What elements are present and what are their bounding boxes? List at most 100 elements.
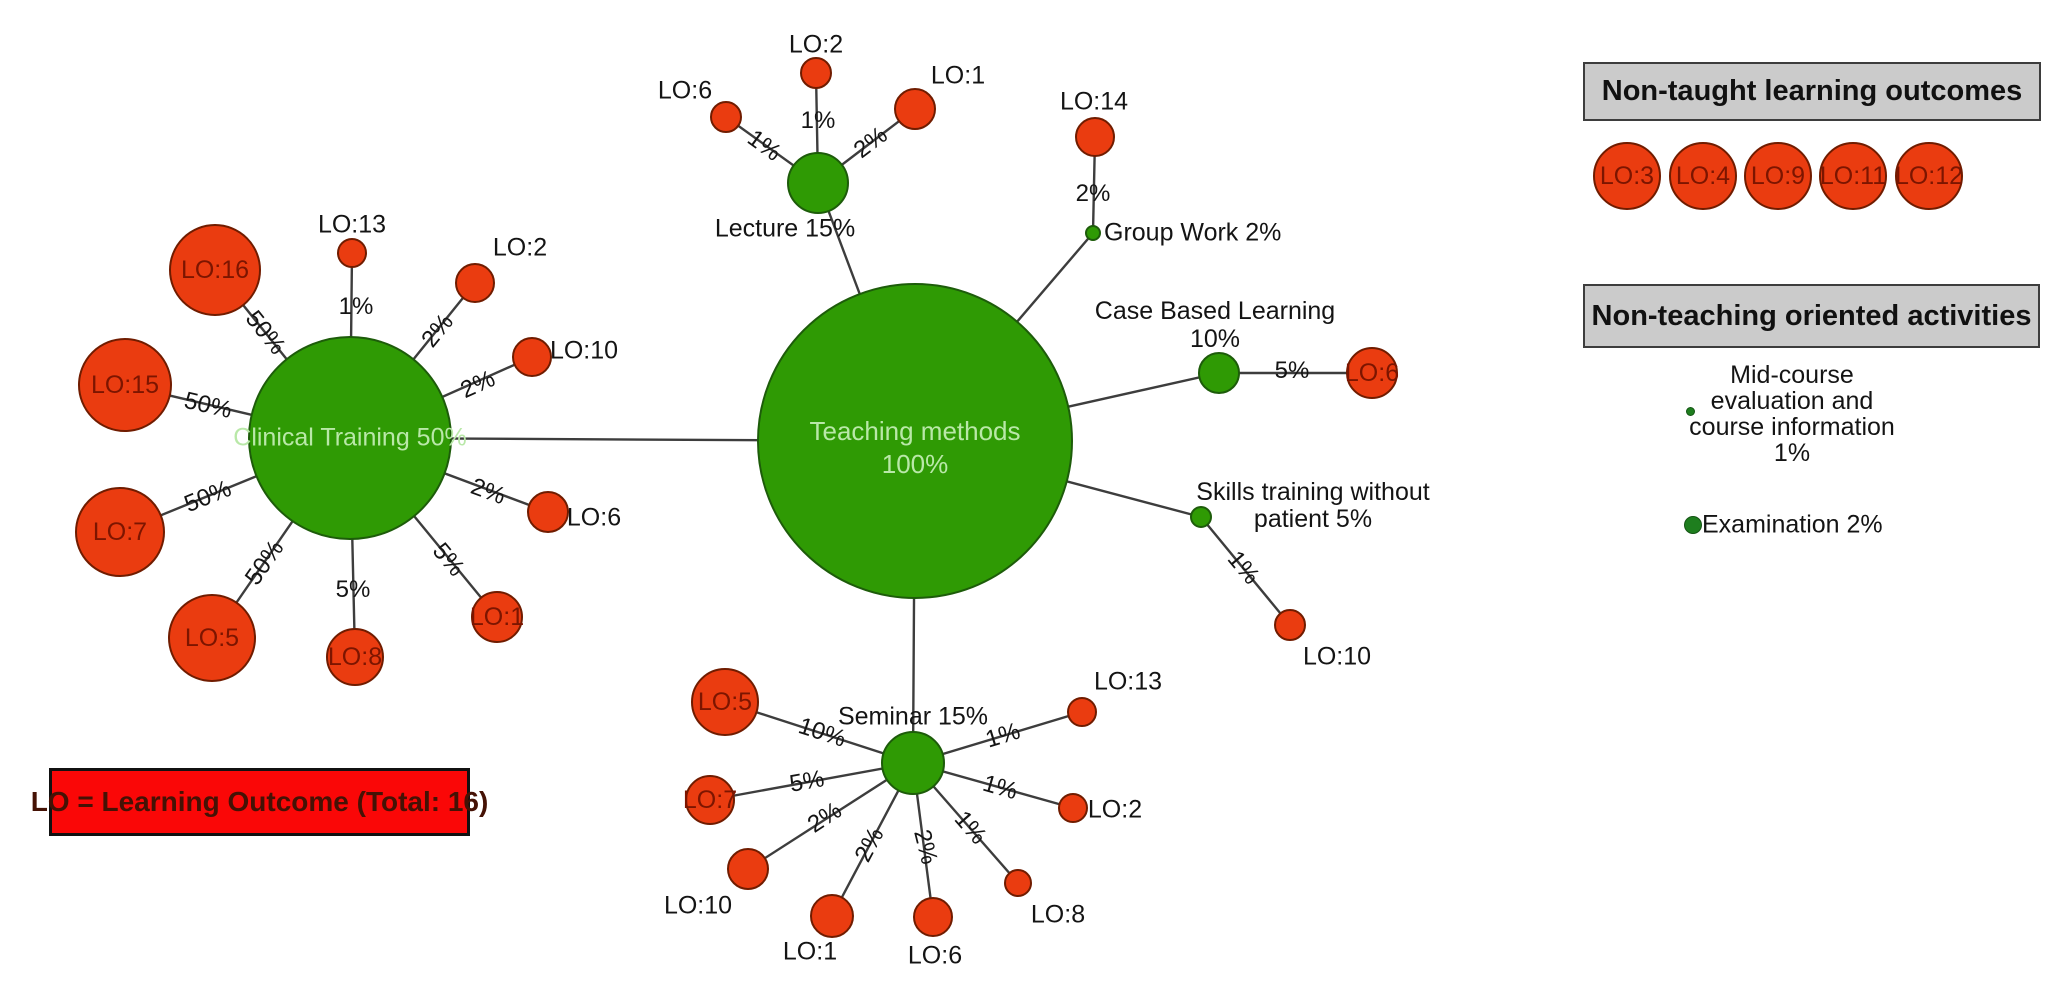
node-nontaught-lo9: LO:9 <box>1744 142 1812 210</box>
label-seminar-lo10: LO:10 <box>663 891 733 920</box>
lo-label: LO:7 <box>682 785 738 814</box>
node-nontaught-lo11: LO:11 <box>1819 142 1887 210</box>
skills-line2: patient 5% <box>1253 505 1373 533</box>
skills-line1: Skills training without <box>1196 478 1430 506</box>
lo-label: LO:3 <box>1599 161 1655 190</box>
lo-label: LO:9 <box>1750 161 1806 190</box>
node-clinical-lo2 <box>455 263 495 303</box>
node-nontaught-lo3: LO:3 <box>1593 142 1661 210</box>
panel-non-taught: Non-taught learning outcomes <box>1583 62 2041 121</box>
panel-non-teaching: Non-teaching oriented activities <box>1583 284 2040 348</box>
node-midcourse-dot <box>1686 407 1695 416</box>
lo-label: LO:5 <box>697 687 753 716</box>
legend-text: LO = Learning Outcome (Total: 16) <box>30 786 489 817</box>
label-seminar-lo2: LO:2 <box>1087 795 1143 824</box>
node-clinical-lo10 <box>512 337 552 377</box>
node-skills-lo10 <box>1274 609 1306 641</box>
midcourse-line1: Mid-course <box>1730 361 1854 389</box>
label-seminar-lo6: LO:6 <box>907 941 963 970</box>
node-lecture <box>787 152 849 214</box>
label-seminar-lo13: LO:13 <box>1093 667 1163 696</box>
node-clinical-lo5: LO:5 <box>168 594 256 682</box>
node-seminar-lo10 <box>727 848 769 890</box>
node-examination-dot <box>1684 516 1702 534</box>
label-skills-lo10: LO:10 <box>1302 642 1372 671</box>
lo-label: LO:7 <box>92 517 148 546</box>
label-lecture-lo1: LO:1 <box>930 61 986 90</box>
edge-skills-lo10 <box>1199 515 1292 627</box>
lo-label: LO:5 <box>184 623 240 652</box>
label-clinical-lo13: LO:13 <box>317 210 387 239</box>
pct-clinical-lo13: 1% <box>338 293 374 320</box>
node-clinical-lo13 <box>337 238 367 268</box>
midcourse-line4: 1% <box>1773 439 1811 467</box>
lo-label: LO:6 <box>1344 358 1400 387</box>
label-seminar-lo8: LO:8 <box>1030 900 1086 929</box>
label-clinical-lo6: LO:6 <box>566 503 622 532</box>
node-clinical-lo16: LO:16 <box>169 224 261 316</box>
label-groupwork-lo14: LO:14 <box>1059 87 1129 116</box>
midcourse-line3: course information <box>1689 413 1895 441</box>
node-lecture-lo1 <box>894 88 936 130</box>
label-examination: Examination 2% <box>1702 510 1883 539</box>
node-clinical-lo1: LO:1 <box>469 591 525 643</box>
pct-groupwork-lo14: 2% <box>1075 180 1111 207</box>
teaching-methods-title: Teaching methods <box>809 416 1021 446</box>
node-seminar-lo5: LO:5 <box>691 668 759 736</box>
node-casebased-lo6: LO:6 <box>1344 347 1400 399</box>
node-seminar-lo1 <box>810 894 854 938</box>
legend-box: LO = Learning Outcome (Total: 16) <box>31 768 488 836</box>
node-seminar-lo8 <box>1004 869 1032 897</box>
panel-non-taught-title: Non-taught learning outcomes <box>1601 75 2023 107</box>
lo-label: LO:1 <box>469 602 525 631</box>
pct-clinical-lo8: 5% <box>335 576 371 603</box>
edge-seminar-lo7 <box>708 761 915 802</box>
node-nontaught-lo12: LO:12 <box>1895 142 1963 210</box>
panel-non-teaching-title: Non-teaching oriented activities <box>1591 299 2032 332</box>
node-skills-training <box>1190 506 1212 528</box>
label-lecture-lo2: LO:2 <box>788 30 844 59</box>
midcourse-line2: evaluation and <box>1710 387 1874 415</box>
node-clinical-training <box>248 336 452 540</box>
node-seminar-lo7: LO:7 <box>682 775 738 825</box>
node-clinical-lo8: LO:8 <box>326 628 384 686</box>
lo-label: LO:12 <box>1894 161 1964 190</box>
label-case-based-learning: Case Based Learning 10% <box>1095 297 1335 353</box>
node-group-work <box>1085 225 1101 241</box>
lo-label: LO:16 <box>180 255 250 284</box>
label-clinical-lo10: LO:10 <box>549 336 619 365</box>
pct-lecture-lo2: 1% <box>800 107 836 134</box>
node-case-based-learning <box>1198 352 1240 394</box>
node-groupwork-lo14 <box>1075 117 1115 157</box>
case-based-line1: Case Based Learning <box>1094 297 1336 325</box>
node-seminar-lo13 <box>1067 697 1097 727</box>
node-lecture-lo6 <box>710 101 742 133</box>
teaching-methods-percent: 100% <box>881 449 949 479</box>
case-based-line2: 10% <box>1189 325 1241 353</box>
node-seminar-lo2 <box>1058 793 1088 823</box>
label-clinical-training: Clinical Training 50% <box>233 423 467 452</box>
label-lecture-lo6: LO:6 <box>657 76 713 105</box>
label-clinical-lo2: LO:2 <box>492 233 548 262</box>
node-seminar-lo6 <box>913 897 953 937</box>
node-clinical-lo7: LO:7 <box>75 487 165 577</box>
node-nontaught-lo4: LO:4 <box>1669 142 1737 210</box>
lo-label: LO:11 <box>1819 161 1887 190</box>
pct-seminar-lo7: 5% <box>787 765 827 798</box>
label-midcourse: Mid-course evaluation and course informa… <box>1689 362 1895 466</box>
label-seminar: Seminar 15% <box>837 702 989 731</box>
label-lecture: Lecture 15% <box>714 214 856 243</box>
lo-label: LO:4 <box>1675 161 1731 190</box>
node-teaching-methods <box>757 283 1073 599</box>
label-seminar-lo1: LO:1 <box>782 937 838 966</box>
label-skills-training: Skills training without patient 5% <box>1196 479 1429 533</box>
node-seminar <box>881 731 945 795</box>
node-clinical-lo6 <box>527 491 569 533</box>
pct-casebased-lo6: 5% <box>1274 357 1310 384</box>
lo-label: LO:15 <box>90 370 160 399</box>
node-lecture-lo2 <box>800 57 832 89</box>
label-teaching-methods: Teaching methods 100% <box>809 415 1020 481</box>
node-clinical-lo15: LO:15 <box>78 338 172 432</box>
label-group-work: Group Work 2% <box>1104 218 1282 247</box>
